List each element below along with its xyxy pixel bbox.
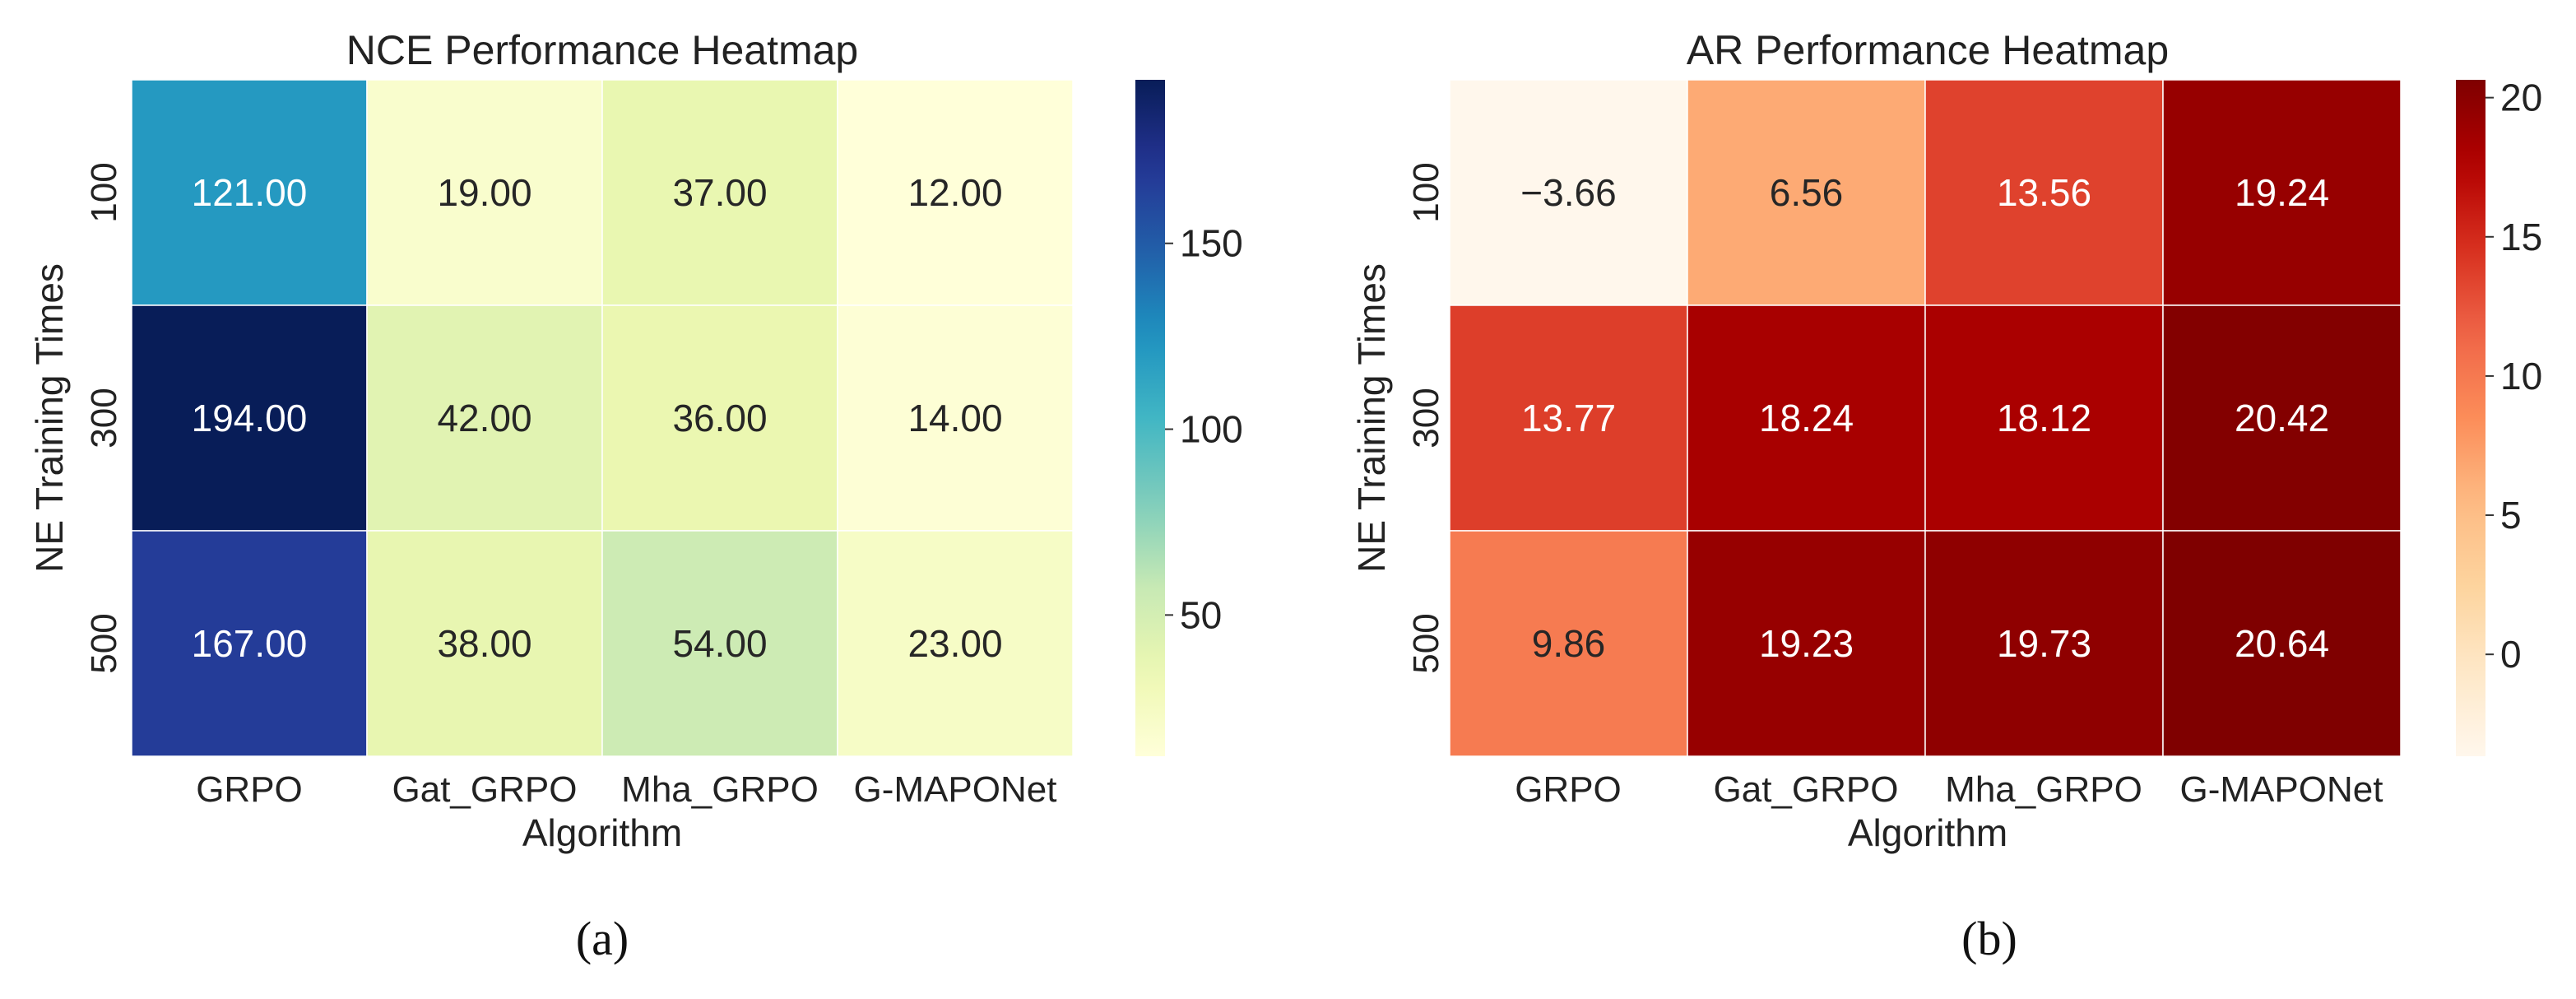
heatmap-cell [366,304,603,532]
colorbar-gradient [1135,80,1165,756]
cell-value-label: 14.00 [907,397,1002,439]
colorbar-tick-label: 0 [2500,633,2522,676]
colorbar-tick-label: 20 [2500,77,2542,119]
cell-value-label: 6.56 [1770,171,1844,214]
cell-value-label: 13.56 [1997,171,2091,214]
heatmap-cell [131,79,368,306]
cell-value-label: 13.77 [1521,397,1616,439]
cell-value-label: −3.66 [1520,171,1616,214]
heatmap-cell [1449,530,1688,757]
heatmap-cell [601,79,838,306]
cell-value-label: 121.00 [192,171,308,214]
cells: 121.00 19.00 37.00 12.00 194.00 42.00 36.00 14.… [131,79,1074,757]
cells: −3.66 6.56 13.56 19.24 13.77 18.24 18.12 20.42 9… [1449,79,2402,757]
x-axis-label: Algorithm [1848,811,2007,854]
heatmap-ar: AR Performance Heatmap −3.66 6.56 13.56 19.… [1350,27,2542,965]
heatmap-cell [2162,79,2402,306]
colorbar: 50 100 150 [1135,80,1243,756]
heatmap-nce: NCE Performance Heatmap 121.00 19.00 37.00… [28,27,1243,965]
x-tick-label: Mha_GRPO [1945,769,2142,810]
y-tick-label: 500 [1406,613,1446,673]
colorbar: 0 5 10 15 20 [2456,77,2542,756]
heatmap-cell [601,304,838,532]
y-tick-label: 100 [84,162,124,222]
chart-title: NCE Performance Heatmap [346,27,858,73]
colorbar-gradient [2456,80,2485,756]
heatmap-cell [2162,530,2402,757]
cell-value-label: 19.00 [437,171,531,214]
heatmap-cell [1924,530,2164,757]
heatmap-cell [837,530,1074,757]
x-tick-label: Mha_GRPO [621,769,819,810]
cell-value-label: 20.64 [2235,622,2329,665]
colorbar-tick-label: 15 [2500,216,2542,258]
y-tick-label: 300 [84,388,124,448]
y-tick-label: 300 [1406,388,1446,448]
cell-value-label: 19.73 [1997,622,2091,665]
x-tick-label: G-MAPONet [854,769,1057,810]
colorbar-tick-label: 10 [2500,355,2542,397]
cell-value-label: 19.24 [2235,171,2329,214]
cell-value-label: 18.24 [1759,397,1854,439]
x-tick-label: GRPO [1515,769,1622,810]
x-tick-label: G-MAPONet [2180,769,2383,810]
heatmap-cell [366,79,603,306]
cell-value-label: 167.00 [192,622,308,665]
colorbar-tick-label: 50 [1180,593,1222,636]
y-tick-label: 100 [1406,162,1446,222]
heatmap-cell [1687,530,1926,757]
cell-value-label: 37.00 [672,171,767,214]
cell-value-label: 20.42 [2235,397,2329,439]
heatmap-cell [1449,304,1688,532]
y-axis-label: NE Training Times [28,263,71,573]
cell-value-label: 54.00 [672,622,767,665]
y-tick-labels: 100 300 500 [84,162,124,673]
cell-value-label: 9.86 [1532,622,1606,665]
cell-value-label: 36.00 [672,397,767,439]
x-tick-labels: GRPO Gat_GRPO Mha_GRPO G-MAPONet [1515,769,2383,810]
heatmap-cell [1924,304,2164,532]
heatmap-cell [131,304,368,532]
x-tick-label: Gat_GRPO [1714,769,1899,810]
chart-title: AR Performance Heatmap [1687,27,2169,73]
colorbar-tick-label: 150 [1180,222,1243,265]
panel-label: (a) [576,912,629,965]
cell-value-label: 42.00 [437,397,531,439]
x-tick-label: GRPO [196,769,303,810]
heatmap-cell [1449,79,1688,306]
heatmap-cell [837,304,1074,532]
cell-value-label: 19.23 [1759,622,1854,665]
y-tick-label: 500 [84,613,124,673]
colorbar-tick-label: 100 [1180,408,1243,451]
panel-label: (b) [1961,912,2017,965]
heatmap-cell [1687,304,1926,532]
heatmap-cell [366,530,603,757]
cell-value-label: 12.00 [907,171,1002,214]
x-tick-label: Gat_GRPO [392,769,578,810]
heatmap-cell [837,79,1074,306]
heatmap-cell [2162,304,2402,532]
cell-value-label: 38.00 [437,622,531,665]
colorbar-tick-label: 5 [2500,494,2522,537]
cell-value-label: 194.00 [192,397,308,439]
heatmap-cell [131,530,368,757]
y-axis-label: NE Training Times [1350,263,1393,573]
x-tick-labels: GRPO Gat_GRPO Mha_GRPO G-MAPONet [196,769,1056,810]
cell-value-label: 18.12 [1997,397,2091,439]
heatmap-cell [1687,79,1926,306]
x-axis-label: Algorithm [522,811,682,854]
cell-value-label: 23.00 [907,622,1002,665]
y-tick-labels: 100 300 500 [1406,162,1446,673]
heatmap-cell [1924,79,2164,306]
